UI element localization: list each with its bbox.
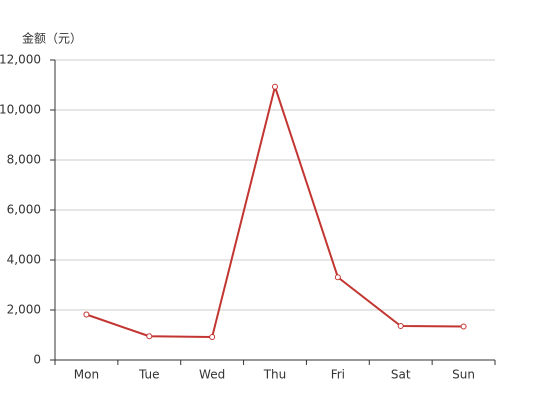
x-tick-label: Tue (138, 368, 160, 382)
x-tick-label: Thu (263, 368, 287, 382)
x-tick-label: Fri (331, 368, 345, 382)
y-tick-label: 8,000 (7, 153, 41, 167)
data-point (83, 311, 90, 318)
x-tick-label: Mon (74, 368, 99, 382)
y-tick-label: 10,000 (0, 103, 41, 117)
data-point (460, 323, 467, 330)
data-point (334, 274, 341, 281)
y-tick-label: 0 (33, 353, 41, 367)
data-point (272, 83, 278, 90)
y-tick-label: 6,000 (7, 203, 41, 217)
data-line (86, 85, 464, 338)
data-point (397, 323, 404, 329)
x-tick-label: Sun (452, 368, 475, 382)
y-tick-label: 2,000 (7, 303, 41, 317)
y-tick-label: 12,000 (0, 53, 41, 67)
x-tick-label: Sat (391, 368, 411, 382)
y-tick-label: 4,000 (7, 253, 41, 267)
x-tick-label: Wed (199, 368, 225, 382)
data-point (146, 333, 153, 340)
y-axis-label: 金额（元） (22, 31, 82, 46)
data-point (209, 334, 216, 340)
